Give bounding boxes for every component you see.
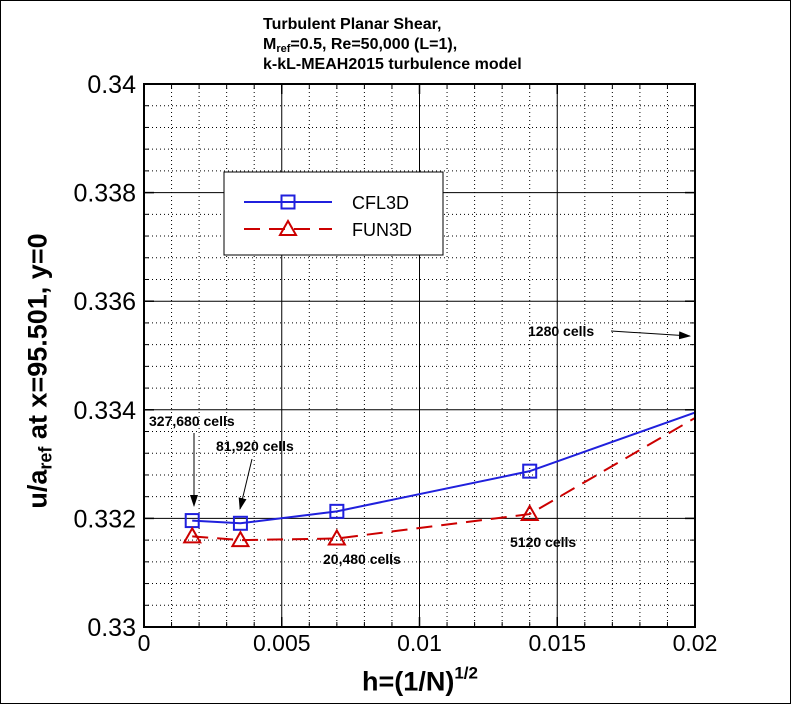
x-tick-label: 0.01 (397, 630, 442, 656)
x-tick-label: 0.015 (528, 630, 586, 656)
annotation-arrow (610, 330, 691, 340)
data-point-fun3d (182, 526, 202, 544)
xlabel-main: h=(1/N) (362, 666, 455, 697)
grid-layer (144, 84, 695, 627)
data-point-fun3d (519, 504, 540, 522)
legend-box (223, 171, 444, 256)
data-point-cfl3d (329, 503, 345, 519)
x-tick-label: 0 (138, 630, 151, 656)
legend-label-fun3d: FUN3D (352, 220, 412, 240)
x-axis-label: h=(1/N)1/2 (362, 663, 478, 698)
title-line1-text: Turbulent Planar Shear, (263, 16, 442, 33)
series-line-fun3d (192, 417, 696, 542)
legend-marker-fun3d (278, 218, 298, 236)
series-line-cfl3d (192, 411, 696, 525)
data-point-cfl3d (522, 463, 538, 479)
series-fun3d (182, 417, 696, 548)
data-point-fun3d (327, 528, 347, 546)
xlabel-superscript: 1/2 (454, 663, 478, 683)
annotation-arrow (238, 458, 253, 510)
y-tick-label: 0.34 (87, 71, 136, 99)
data-point-fun3d (230, 530, 251, 548)
title-line2-subscript: ref (276, 43, 291, 55)
chart-title-line3: k-kL-MEAH2015 turbulence model (263, 56, 522, 74)
legend: CFL3D FUN3D (223, 171, 444, 256)
y-tick-label: 0.336 (73, 288, 136, 316)
title-line3-text: k-kL-MEAH2015 turbulence model (263, 56, 522, 73)
x-tick-label: 0.005 (253, 630, 311, 656)
data-point-cfl3d (232, 515, 248, 531)
annotation-label: 327,680 cells (149, 413, 235, 429)
title-line2-prefix: M (263, 36, 277, 53)
annotation-label: 20,480 cells (323, 551, 401, 567)
series-layer (182, 411, 696, 548)
legend-marker-cfl3d (280, 194, 296, 210)
chart-title-line2: Mref=0.5, Re=50,000 (L=1), (263, 36, 458, 55)
y-tick-label: 0.332 (73, 505, 136, 533)
chart-title-line1: Turbulent Planar Shear, (263, 16, 441, 34)
annotations-layer: 327,680 cells 81,920 cells 20,480 cells 512… (149, 323, 691, 567)
legend-label-cfl3d: CFL3D (352, 193, 409, 213)
y-tick-label: 0.334 (73, 397, 136, 425)
series-cfl3d (184, 411, 696, 531)
ticks-layer: 0 0.005 0.01 0.015 0.02 0.33 0.332 0.334 0.336 0.… (73, 71, 717, 656)
annotation-label: 1280 cells (528, 323, 594, 339)
y-tick-label: 0.33 (87, 614, 136, 642)
title-line2-suffix: =0.5, Re=50,000 (L=1), (290, 36, 458, 53)
x-tick-label: 0.02 (673, 630, 718, 656)
y-tick-label: 0.338 (73, 180, 136, 208)
annotation-label: 81,920 cells (216, 438, 294, 454)
annotation-label: 5120 cells (510, 534, 576, 550)
